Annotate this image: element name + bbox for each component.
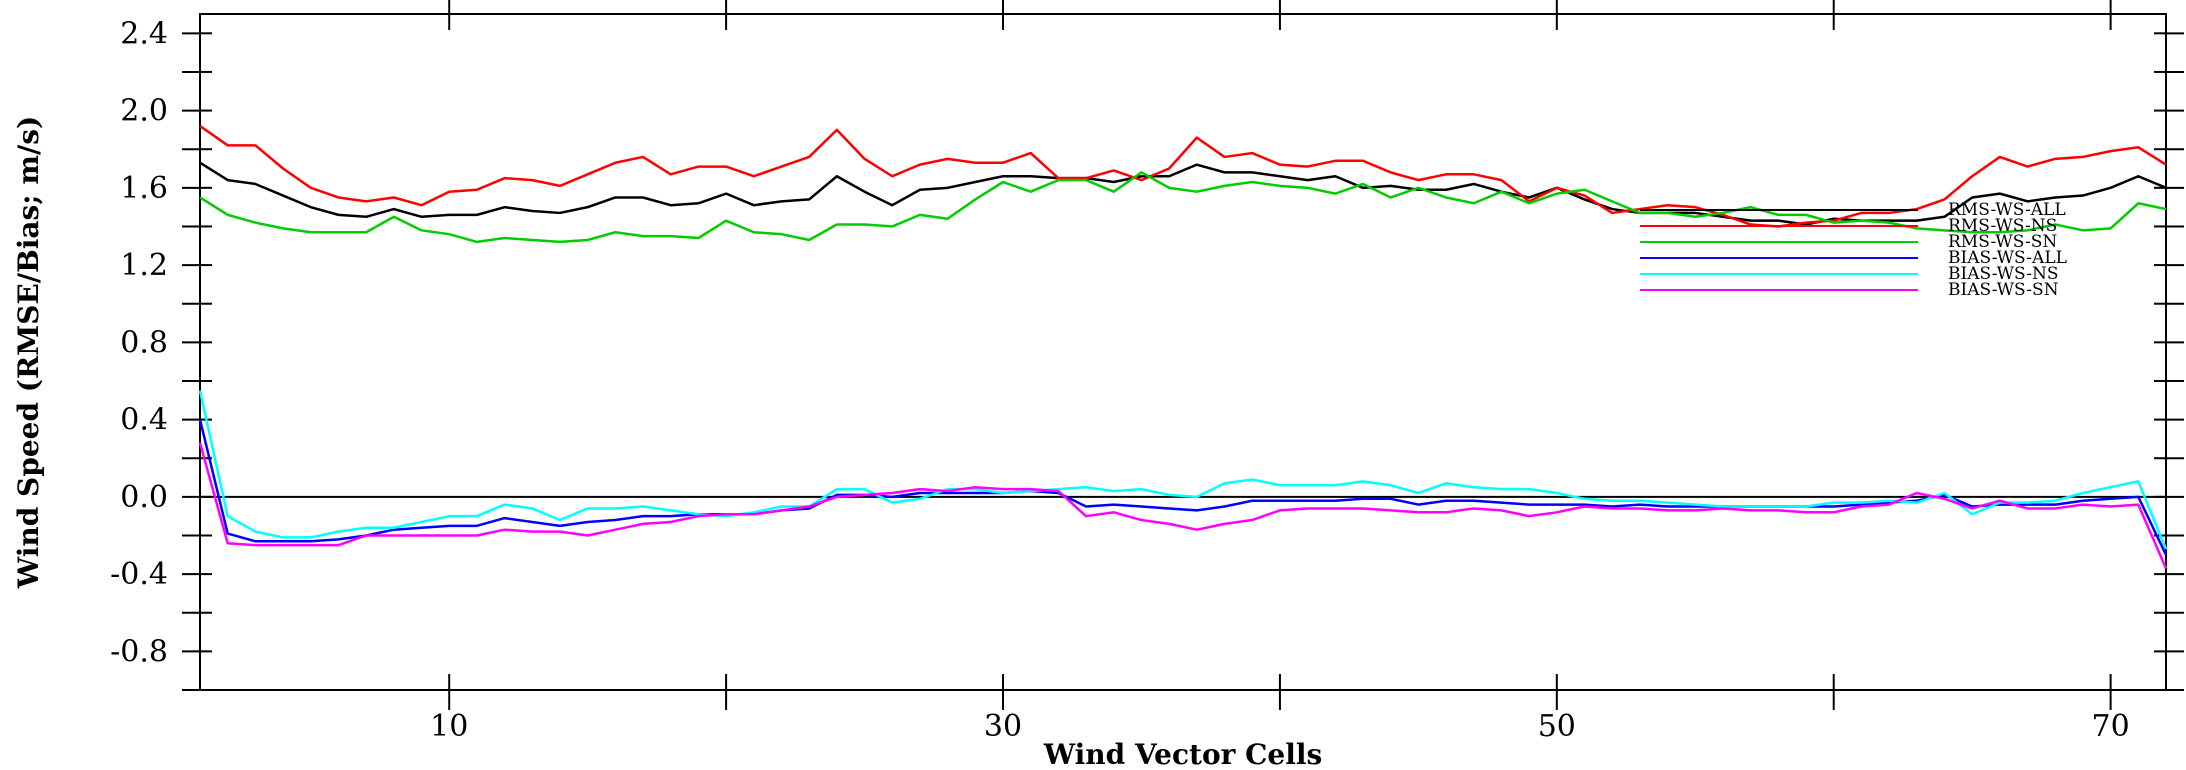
x-tick-label: 70	[2092, 709, 2130, 744]
series-lines	[198, 124, 2168, 569]
x-tick-label: 10	[430, 709, 468, 744]
y-tick-label: -0.8	[110, 634, 168, 669]
series-line-rms-ws-sn	[199, 171, 2167, 244]
y-tick-label: 1.2	[120, 248, 168, 283]
legend-label: BIAS-WS-NS	[1948, 264, 2059, 284]
y-tick-label: 2.0	[120, 94, 168, 129]
y-tick-label: 2.4	[120, 16, 168, 51]
x-axis-title: Wind Vector Cells	[1043, 738, 1323, 770]
legend: RMS-WS-ALLRMS-WS-NSRMS-WS-SNBIAS-WS-ALLB…	[1640, 200, 2067, 300]
y-tick-label: 0.8	[120, 325, 168, 360]
tick-labels: 10 30 50 70 -0.8 -0.4 0.0 0.4 0.8 1.2 1.6 2.0 2.4	[110, 16, 2130, 744]
x-tick-label: 30	[984, 709, 1022, 744]
legend-label: RMS-WS-ALL	[1948, 200, 2066, 220]
legend-label: BIAS-WS-ALL	[1948, 248, 2067, 268]
x-tick-label: 50	[1538, 709, 1576, 744]
y-axis-title: Wind Speed (RMSE/Bias; m/s)	[12, 116, 45, 590]
legend-label: RMS-WS-NS	[1948, 216, 2057, 236]
plot-frame	[199, 13, 2167, 691]
plot-border	[199, 13, 2167, 691]
y-tick-label: 0.0	[120, 480, 168, 515]
y-tick-label: 0.4	[120, 403, 168, 438]
series-line-rms-ws-all	[199, 161, 2167, 226]
series-line-bias-ws-sn	[198, 442, 2168, 569]
legend-label: BIAS-WS-SN	[1948, 280, 2059, 300]
series-line-bias-ws-ns	[198, 390, 2168, 550]
series-line-bias-ws-all	[198, 419, 2168, 556]
y-tick-label: 1.6	[120, 171, 168, 206]
series-line-rms-ws-ns	[199, 124, 2167, 228]
legend-label: RMS-WS-SN	[1948, 232, 2057, 252]
y-tick-label: -0.4	[110, 557, 168, 592]
axis-ticks	[182, 0, 2184, 710]
